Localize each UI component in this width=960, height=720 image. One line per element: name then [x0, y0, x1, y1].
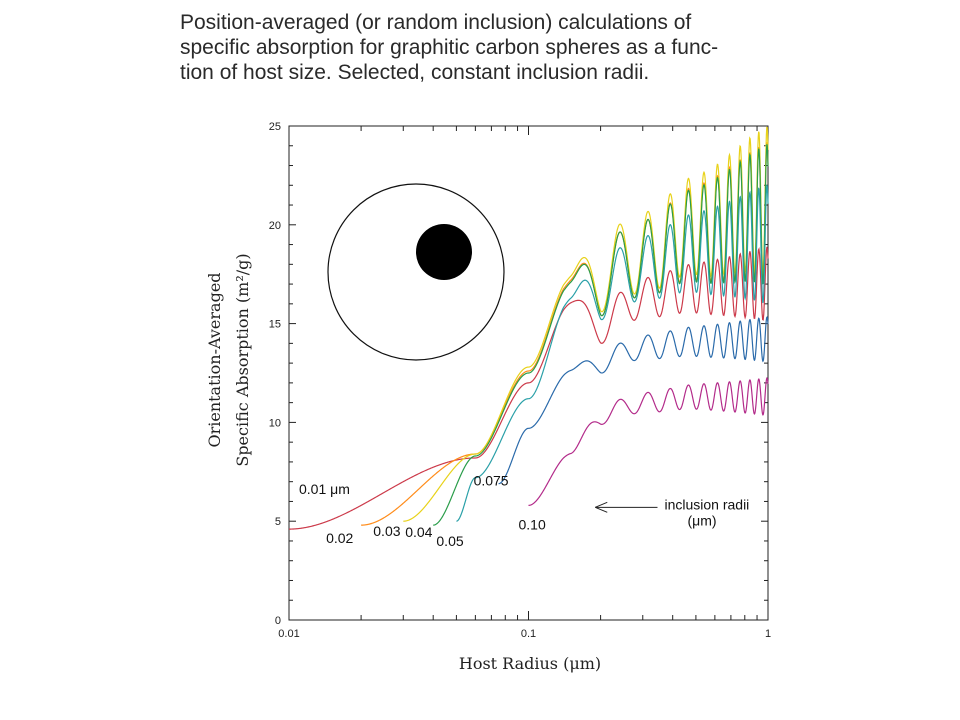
- y-tick-label: 25: [269, 121, 281, 133]
- host-with-inclusion-diagram: [327, 183, 505, 361]
- series-line: [528, 377, 769, 506]
- curve-label: 0.05: [436, 533, 463, 549]
- curve-label: 0.01 μm: [299, 481, 350, 497]
- curve-label: 0.03: [373, 523, 400, 539]
- curve-label: 0.04: [405, 524, 432, 540]
- x-tick-label: 1: [765, 628, 771, 640]
- curve-label: 0.02: [326, 530, 353, 546]
- series-line: [498, 316, 769, 485]
- slide-title: Position-averaged (or random inclusion) …: [180, 10, 880, 85]
- series-line: [456, 184, 769, 522]
- arrow-head: [595, 501, 608, 513]
- y-tick-label: 10: [269, 417, 281, 429]
- y-axis-title-line-2: Specific Absorption (m²/g): [233, 253, 252, 466]
- y-tick-label: 20: [269, 220, 281, 232]
- legend-note-line-1: inclusion radii: [664, 496, 749, 512]
- title-line-3: tion of host size. Selected, constant in…: [180, 61, 650, 84]
- title-line-1: Position-averaged (or random inclusion) …: [180, 11, 692, 34]
- host-sphere: [327, 183, 505, 361]
- title-line-2: specific absorption for graphitic carbon…: [180, 36, 719, 59]
- inclusion-sphere: [416, 224, 472, 280]
- y-axis-title: Orientation-Averaged Specific Absorption…: [205, 253, 252, 466]
- y-tick-label: 5: [275, 516, 281, 528]
- curve-label: 0.075: [474, 473, 509, 489]
- legend-note-line-2: (μm): [687, 512, 716, 528]
- series-line: [433, 144, 769, 526]
- y-axis-title-line-1: Orientation-Averaged: [205, 272, 224, 447]
- y-tick-label: 15: [269, 319, 281, 331]
- series-line: [289, 246, 769, 530]
- x-axis-title: Host Radius (μm): [459, 654, 601, 673]
- x-tick-label: 0.01: [278, 628, 299, 640]
- y-tick-label: 0: [275, 615, 281, 627]
- curve-label: 0.10: [519, 516, 546, 532]
- x-tick-label: 0.1: [521, 628, 536, 640]
